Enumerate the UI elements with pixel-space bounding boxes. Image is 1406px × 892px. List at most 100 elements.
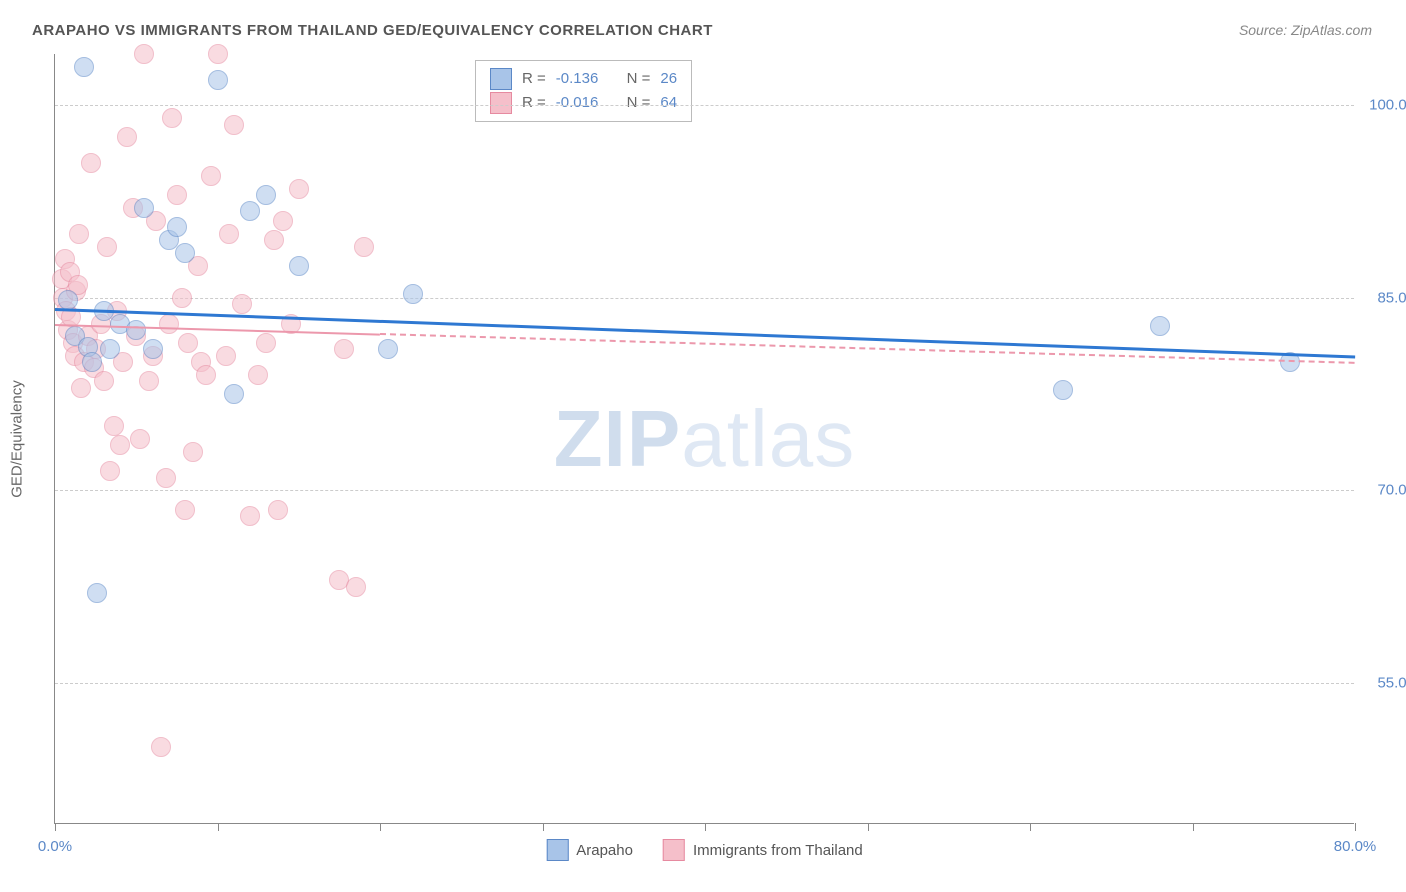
y-tick-label: 55.0% xyxy=(1360,674,1406,691)
data-point xyxy=(183,442,203,462)
data-point xyxy=(167,185,187,205)
watermark: ZIPatlas xyxy=(554,393,855,485)
data-point xyxy=(167,217,187,237)
watermark-atlas: atlas xyxy=(681,394,855,483)
r-value: -0.136 xyxy=(556,67,599,91)
plot-area: GED/Equivalency ZIPatlas R =-0.136 N =26… xyxy=(54,54,1354,824)
data-point xyxy=(87,583,107,603)
x-tick xyxy=(543,823,544,831)
data-point xyxy=(378,339,398,359)
data-point xyxy=(175,500,195,520)
y-tick-label: 85.0% xyxy=(1360,289,1406,306)
data-point xyxy=(97,237,117,257)
watermark-zip: ZIP xyxy=(554,394,681,483)
legend-item: Arapaho xyxy=(546,839,633,861)
data-point xyxy=(117,127,137,147)
data-point xyxy=(151,737,171,757)
data-point xyxy=(1150,316,1170,336)
data-point xyxy=(134,44,154,64)
data-point xyxy=(354,237,374,257)
x-tick-label: 0.0% xyxy=(38,838,72,855)
data-point xyxy=(346,577,366,597)
data-point xyxy=(273,211,293,231)
legend-swatch xyxy=(490,68,512,90)
n-label: N = xyxy=(627,91,651,115)
legend-item: Immigrants from Thailand xyxy=(663,839,863,861)
data-point xyxy=(224,115,244,135)
data-point xyxy=(156,468,176,488)
data-point xyxy=(403,284,423,304)
stats-box: R = -0.136 N = 26 R = -0.016 N = 64 xyxy=(475,60,692,122)
data-point xyxy=(81,153,101,173)
data-point xyxy=(74,57,94,77)
chart-title: ARAPAHO VS IMMIGRANTS FROM THAILAND GED/… xyxy=(32,22,713,39)
data-point xyxy=(69,224,89,244)
grid-line xyxy=(55,490,1354,491)
n-value: 64 xyxy=(660,91,677,115)
x-tick xyxy=(218,823,219,831)
data-point xyxy=(178,333,198,353)
data-point xyxy=(172,288,192,308)
r-label: R = xyxy=(522,91,546,115)
data-point xyxy=(175,243,195,263)
data-point xyxy=(94,371,114,391)
x-tick-label: 80.0% xyxy=(1334,838,1377,855)
x-tick xyxy=(868,823,869,831)
data-point xyxy=(134,198,154,218)
data-point xyxy=(240,201,260,221)
legend-label: Arapaho xyxy=(576,842,633,859)
y-axis-label: GED/Equivalency xyxy=(9,380,26,498)
data-point xyxy=(289,256,309,276)
data-point xyxy=(110,435,130,455)
data-point xyxy=(104,416,124,436)
n-label: N = xyxy=(627,67,651,91)
legend-swatch xyxy=(546,839,568,861)
data-point xyxy=(159,314,179,334)
data-point xyxy=(216,346,236,366)
grid-line xyxy=(55,105,1354,106)
x-tick xyxy=(1030,823,1031,831)
x-tick xyxy=(1355,823,1356,831)
stats-row: R = -0.016 N = 64 xyxy=(490,91,677,115)
data-point xyxy=(208,44,228,64)
stats-row: R = -0.136 N = 26 xyxy=(490,67,677,91)
bottom-legend: Arapaho Immigrants from Thailand xyxy=(546,839,863,861)
y-tick-label: 70.0% xyxy=(1360,482,1406,499)
data-point xyxy=(268,500,288,520)
y-tick-label: 100.0% xyxy=(1360,97,1406,114)
data-point xyxy=(208,70,228,90)
x-tick xyxy=(55,823,56,831)
legend-swatch xyxy=(490,92,512,114)
n-value: 26 xyxy=(660,67,677,91)
data-point xyxy=(264,230,284,250)
data-point xyxy=(219,224,239,244)
data-point xyxy=(289,179,309,199)
data-point xyxy=(82,352,102,372)
data-point xyxy=(1053,380,1073,400)
data-point xyxy=(100,339,120,359)
r-label: R = xyxy=(522,67,546,91)
source-label: Source: ZipAtlas.com xyxy=(1239,22,1372,38)
grid-line xyxy=(55,683,1354,684)
x-tick xyxy=(1193,823,1194,831)
data-point xyxy=(256,333,276,353)
data-point xyxy=(248,365,268,385)
data-point xyxy=(126,320,146,340)
data-point xyxy=(162,108,182,128)
data-point xyxy=(143,339,163,359)
x-tick xyxy=(380,823,381,831)
data-point xyxy=(232,294,252,314)
data-point xyxy=(139,371,159,391)
data-point xyxy=(240,506,260,526)
data-point xyxy=(334,339,354,359)
data-point xyxy=(196,365,216,385)
data-point xyxy=(201,166,221,186)
data-point xyxy=(100,461,120,481)
r-value: -0.016 xyxy=(556,91,599,115)
x-tick xyxy=(705,823,706,831)
legend-label: Immigrants from Thailand xyxy=(693,842,863,859)
data-point xyxy=(71,378,91,398)
data-point xyxy=(256,185,276,205)
data-point xyxy=(130,429,150,449)
data-point xyxy=(224,384,244,404)
